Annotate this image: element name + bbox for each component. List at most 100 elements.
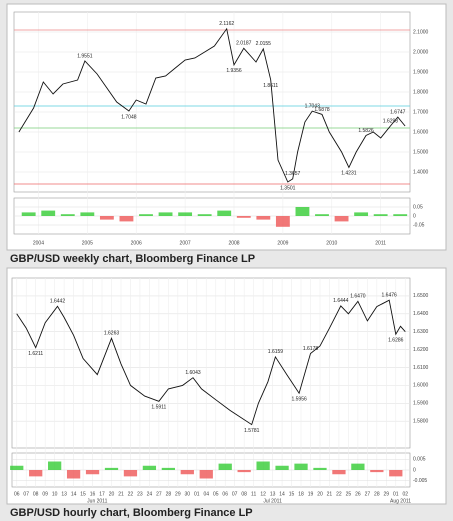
annotation: 1.6286 — [388, 338, 404, 344]
annotation: 1.9356 — [226, 68, 242, 74]
annotation: 1.5826 — [358, 128, 374, 134]
x-tick-label: 20 — [109, 491, 115, 497]
y-tick-label: 1.6500 — [413, 293, 429, 299]
x-tick-label: 12 — [260, 491, 266, 497]
x-tick-label: 22 — [336, 491, 342, 497]
x-tick-label: 04 — [203, 491, 209, 497]
indicator-bar — [237, 470, 251, 473]
x-tick-label: 01 — [194, 491, 200, 497]
x-tick-label: 15 — [80, 491, 86, 497]
x-tick-label: 2004 — [33, 240, 44, 246]
x-tick-label: 14 — [279, 491, 285, 497]
x-tick-label: 28 — [166, 491, 172, 497]
x-tick-label: 2006 — [131, 240, 142, 246]
annotation: 1.6211 — [28, 351, 43, 357]
indicator-bar — [236, 216, 251, 218]
x-tick-label: 2007 — [180, 240, 191, 246]
annotation: 1.6747 — [390, 109, 406, 115]
panel-weekly — [6, 3, 447, 251]
x-tick-label: 23 — [137, 491, 143, 497]
x-tick-label: 19 — [308, 491, 314, 497]
x-tick-label: 11 — [251, 491, 256, 497]
indicator-bar — [354, 212, 369, 216]
price-line — [18, 27, 406, 183]
indicator-bar — [315, 214, 329, 216]
y-tick-label: 1.6400 — [413, 311, 429, 317]
annotation: 1.5781 — [244, 428, 260, 434]
caption: GBP/USD weekly chart, Bloomberg Finance … — [10, 253, 255, 265]
annotation: 1.6878 — [314, 107, 330, 113]
y-tick-label: 1.6000 — [413, 129, 429, 135]
x-tick-label: 08 — [33, 491, 39, 497]
annotation: 1.5956 — [291, 397, 307, 403]
annotation: 2.0155 — [256, 41, 272, 47]
annotation: 2.0187 — [236, 41, 252, 47]
x-tick-label: 15 — [289, 491, 295, 497]
x-tick-label: 21 — [327, 491, 333, 497]
x-tick-label: 01 — [393, 491, 399, 497]
indicator-bar — [60, 214, 75, 216]
caption: GBP/USD hourly chart, Bloomberg Finance … — [10, 507, 253, 519]
indicator-bar — [139, 214, 153, 216]
x-tick-label: 2011 — [375, 240, 386, 246]
plot-area — [13, 11, 411, 193]
indicator-bar — [80, 212, 95, 216]
x-tick-label: 29 — [175, 491, 181, 497]
plot-area — [11, 277, 411, 449]
indicator-bar — [197, 214, 212, 216]
indicator-bar — [99, 216, 114, 220]
indicator-bar — [199, 470, 213, 479]
indicator-bar — [161, 467, 175, 470]
indicator-bar — [21, 212, 36, 216]
indicator-bar — [218, 463, 232, 470]
y-tick-label: 1.7000 — [413, 109, 429, 115]
annotation: 1.4231 — [341, 171, 357, 177]
indicator-bar — [85, 470, 100, 475]
y-tick-label: 1.9000 — [413, 69, 429, 75]
indicator-bar — [389, 470, 403, 477]
annotation: 1.8611 — [263, 83, 278, 89]
x-tick-label: 2005 — [82, 240, 93, 246]
x-tick-label: 17 — [99, 491, 105, 497]
y-tick-label: 1.4000 — [413, 169, 429, 175]
indicator-tick-label: 0.005 — [413, 457, 426, 463]
x-tick-label: 26 — [355, 491, 361, 497]
y-tick-label: 1.5800 — [413, 418, 429, 424]
annotation: 1.9551 — [77, 53, 93, 59]
x-tick-label: 22 — [128, 491, 134, 497]
indicator-bar — [351, 463, 365, 470]
x-tick-label: 27 — [156, 491, 162, 497]
indicator-bar — [370, 470, 384, 473]
indicator-bar — [217, 210, 232, 216]
y-tick-label: 1.8000 — [413, 89, 429, 95]
y-tick-label: 1.5900 — [413, 401, 429, 407]
x-tick-label: 08 — [241, 491, 247, 497]
period-label: Jun 2011 — [87, 498, 107, 504]
indicator-bar — [334, 216, 349, 222]
indicator-tick-label: -0.05 — [413, 222, 425, 228]
indicator-bar — [142, 465, 157, 470]
indicator-bar — [48, 461, 62, 470]
annotation: 1.3501 — [280, 185, 296, 191]
indicator-bar — [180, 470, 194, 475]
indicator-tick-label: 0.05 — [413, 204, 423, 210]
indicator-tick-label: -0.005 — [413, 478, 427, 484]
y-tick-label: 1.6100 — [413, 365, 429, 371]
x-tick-label: 05 — [213, 491, 219, 497]
annotation: 1.3657 — [285, 171, 301, 177]
annotation: 1.6444 — [333, 298, 349, 304]
annotation: 1.6263 — [104, 331, 120, 337]
indicator-bar — [332, 470, 346, 475]
x-tick-label: 14 — [71, 491, 77, 497]
x-tick-label: 09 — [42, 491, 48, 497]
indicator-bar — [104, 467, 119, 470]
y-tick-label: 1.5000 — [413, 149, 429, 155]
x-tick-label: 24 — [147, 491, 153, 497]
indicator-bar — [41, 210, 56, 216]
indicator-bar — [393, 214, 408, 216]
annotation: 1.6470 — [350, 294, 366, 300]
x-tick-label: 25 — [346, 491, 352, 497]
x-tick-label: 30 — [185, 491, 191, 497]
x-tick-label: 06 — [14, 491, 20, 497]
